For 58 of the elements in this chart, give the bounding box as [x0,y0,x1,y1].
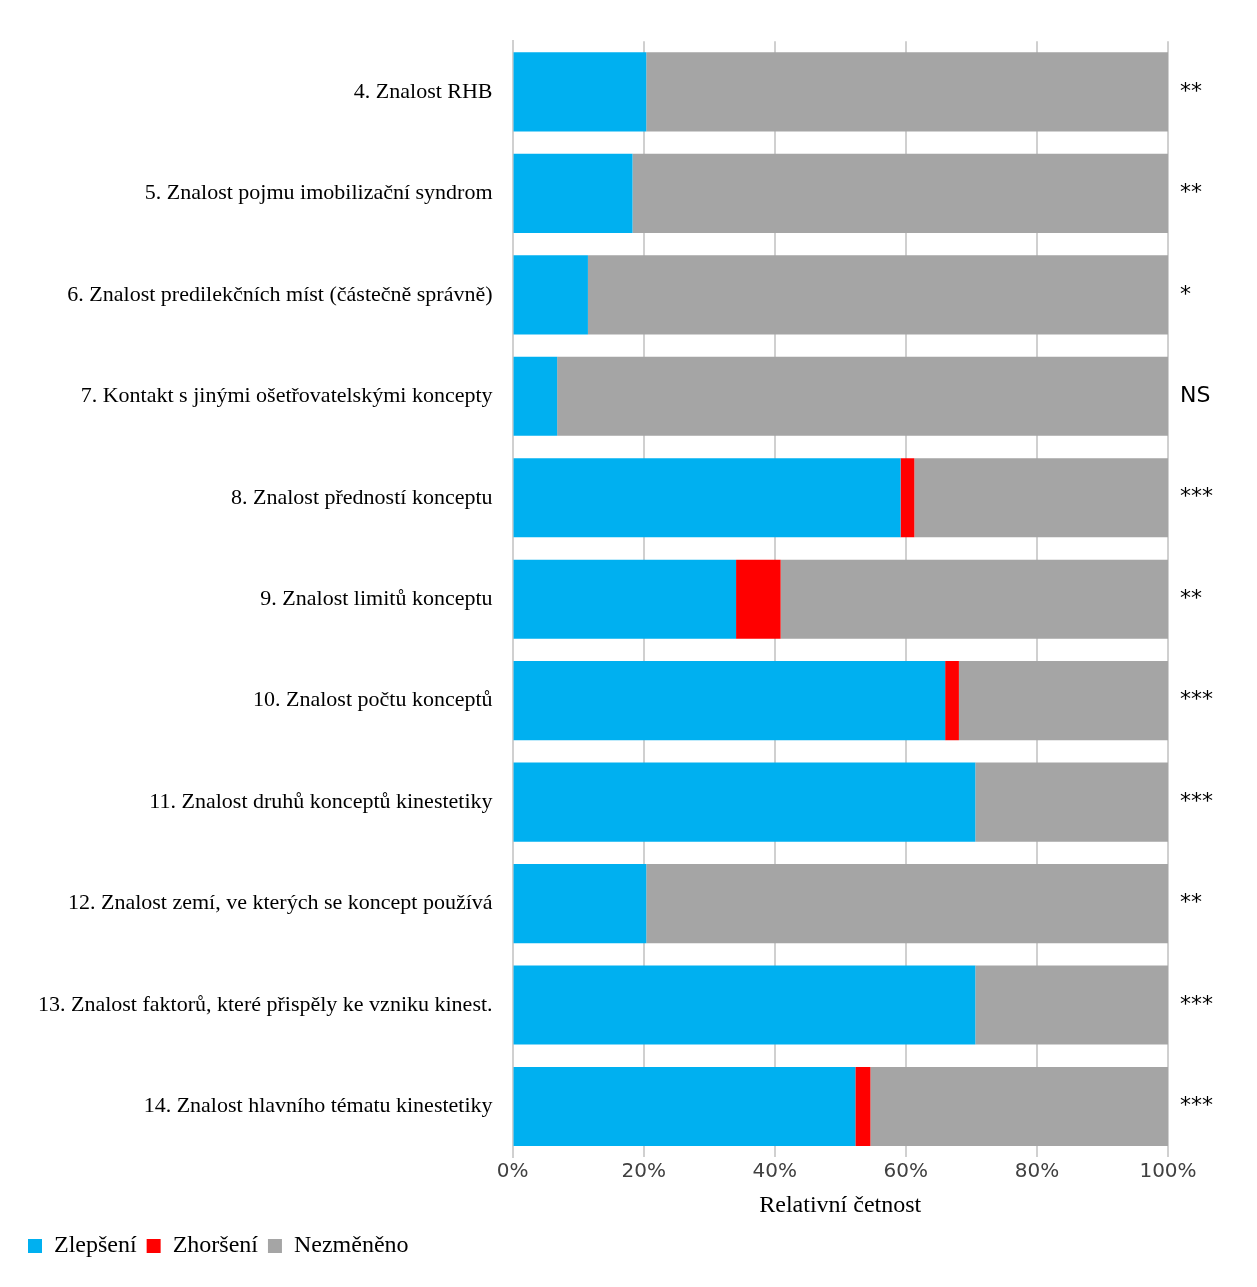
bar [513,762,976,842]
text: *** [1180,686,1213,712]
text: ** [1180,584,1202,610]
y-tick-label: 4. Znalost RHB [353,77,493,103]
text: *** [1180,483,1213,509]
bar [646,52,1168,132]
bar [870,1066,1168,1147]
legend-label: Zlepšení [54,1231,137,1258]
bar [945,661,959,741]
bar [736,559,781,639]
bar [975,965,1168,1045]
text: NS [1180,382,1211,408]
bar [513,255,588,335]
bar [958,661,1168,741]
x-tick-label: 20% [621,1158,666,1183]
bar [587,255,1168,335]
y-tick-label: 11. Znalost druhů konceptů kinestetiky [149,787,493,813]
bar [513,153,633,233]
y-tick-label: 10. Znalost počtu konceptů [253,686,493,712]
bar [780,559,1168,639]
x-tick-label: 100% [1139,1158,1197,1183]
y-tick-label: 12. Znalost zemí, ve kterých se koncept používá [67,889,493,915]
bar [513,965,976,1045]
text: ** [1180,179,1202,205]
bar [513,458,901,538]
text: *** [1180,990,1213,1016]
bar [513,559,737,639]
y-tick-label: 14. Znalost hlavního tématu kinestetiky [143,1092,493,1118]
bar [513,1066,856,1147]
y-tick-label: 13. Znalost faktorů, které přispěly ke vzniku kinest. [37,990,493,1016]
y-tick-label: 5. Znalost pojmu imobilizační syndrom [144,179,493,205]
text: ** [1180,77,1202,103]
bar [855,1066,871,1147]
bar [646,864,1168,944]
x-tick-label: 0% [496,1158,529,1183]
y-tick-label: 8. Znalost předností konceptu [231,483,493,509]
legend-label: Nezměněno [293,1231,409,1258]
y-tick-label: 9. Znalost limitů konceptu [260,584,493,610]
legend-label: Zhoršení [172,1231,259,1258]
text: * [1180,280,1191,306]
text: ** [1180,889,1202,915]
text: *** [1180,1092,1213,1118]
y-tick-label: 6. Znalost predilekčních míst (částečně správně) [67,280,493,306]
bar [513,356,558,436]
x-axis-title: Relativní četnost [759,1190,922,1217]
y-tick-label: 7. Kontakt s jinými ošetřovatelskými koncepty [80,382,493,408]
x-tick-label: 60% [883,1158,929,1183]
bar [632,153,1168,233]
bar [900,458,915,538]
x-tick-label: 80% [1014,1158,1060,1183]
text: *** [1180,787,1213,813]
bar [513,864,647,944]
bar [513,661,946,741]
bar [513,52,647,132]
bar [914,458,1168,538]
bar [557,356,1168,436]
x-tick-label: 40% [752,1158,797,1183]
bar [975,762,1168,842]
